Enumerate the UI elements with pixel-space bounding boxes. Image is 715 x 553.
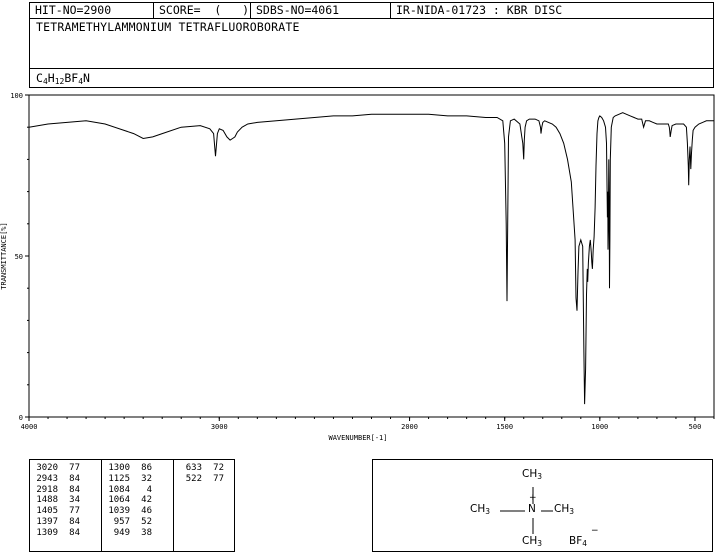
methyl-label: CH3: [522, 468, 543, 481]
peak-wavenumber: 633: [185, 463, 202, 473]
anion-charge: −: [591, 526, 599, 536]
peak-column: 1300 86 1125 32 1084 4 1064 42 1039 46 957 52 949 38: [104, 463, 152, 539]
peak-column: 3020 77 2943 84 2918 84 1488 34 1405 77 1397 84 1309…: [32, 463, 80, 539]
peak-wavenumber: 949: [113, 527, 130, 538]
peak-transmittance: 84: [69, 516, 80, 527]
peak-transmittance: 84: [69, 473, 80, 484]
peak-wavenumber: 957: [113, 516, 130, 527]
peak-wavenumber: 1488: [36, 495, 58, 506]
peak-wavenumber: 1064: [108, 495, 130, 506]
peak-col-divider: [173, 460, 174, 551]
x-axis-label: WAVENUMBER[-1]: [328, 434, 387, 442]
peak-transmittance: 77: [69, 506, 80, 517]
y-axis-label: TRANSMITTANCE[%]: [0, 222, 8, 289]
peak-transmittance: 77: [69, 463, 80, 473]
peak-wavenumber: 1039: [108, 506, 130, 517]
nitrogen-charge: +: [529, 493, 537, 503]
formula-part: 4: [42, 77, 48, 86]
anion: BF4: [569, 535, 587, 548]
peak-row: 522 77: [176, 474, 224, 485]
x-tick-label: 1500: [496, 423, 513, 431]
peak-wavenumber: 2943: [36, 473, 58, 484]
peak-transmittance: 32: [141, 473, 152, 484]
peak-wavenumber: 1405: [36, 506, 58, 517]
formula-part: N: [83, 71, 90, 85]
peak-row: 949 38: [104, 528, 152, 539]
peak-wavenumber: 1397: [36, 516, 58, 527]
peak-row: 1064 42: [104, 495, 152, 506]
peak-row: 957 52: [104, 517, 152, 528]
peak-transmittance: 72: [213, 463, 224, 473]
methyl-bottom: CH3: [522, 535, 542, 548]
peak-transmittance: 42: [141, 495, 152, 506]
peak-transmittance: 84: [69, 527, 80, 538]
hit-number: HIT-NO=2900: [30, 3, 154, 18]
peak-transmittance: 34: [69, 495, 80, 506]
formula-part: C: [36, 71, 43, 85]
compound-name: TETRAMETHYLAMMONIUM TETRAFLUOROBORATE: [36, 20, 300, 34]
methyl-label: CH3: [470, 503, 491, 516]
peak-row: 1405 77: [32, 506, 80, 517]
peak-row: 1084 4: [104, 485, 152, 496]
x-tick-label: 1000: [591, 423, 608, 431]
ir-info: IR-NIDA-01723 : KBR DISC: [396, 3, 563, 17]
x-tick-label: 2000: [401, 423, 418, 431]
methyl-label: CH3: [522, 535, 543, 548]
peak-transmittance: 86: [141, 463, 152, 473]
peak-table: 3020 77 2943 84 2918 84 1488 34 1405 77 1397 84 1309…: [29, 459, 235, 552]
peak-column: 633 72 522 77: [176, 463, 224, 485]
sdbs-number: SDBS-NO=4061: [251, 3, 391, 18]
peak-wavenumber: 3020: [36, 463, 58, 473]
y-tick-label: 100: [10, 92, 23, 100]
score: SCORE= ( ): [154, 3, 251, 18]
compound-box: TETRAMETHYLAMMONIUM TETRAFLUOROBORATE C4…: [29, 18, 714, 88]
y-tick-label: 50: [15, 253, 23, 261]
formula-part: 12: [54, 77, 65, 86]
formula-part: 4: [78, 77, 84, 86]
peak-wavenumber: 2918: [36, 484, 58, 495]
header-row: HIT-NO=2900 SCORE= ( ) SDBS-NO=4061 IR-N…: [29, 2, 714, 19]
peak-row: 633 72: [176, 463, 224, 474]
x-tick-label: 4000: [21, 423, 38, 431]
peak-wavenumber: 1309: [36, 527, 58, 538]
peak-row: 1125 32: [104, 474, 152, 485]
methyl-top: CH3: [522, 468, 542, 481]
structure-box: CH3 CH3 N + CH3 CH3 BF4 −: [372, 459, 713, 552]
peak-row: 1039 46: [104, 506, 152, 517]
peak-transmittance: 4: [146, 484, 152, 495]
peak-transmittance: 84: [69, 484, 80, 495]
formula-part: BF: [64, 71, 79, 85]
peak-row: 1397 84: [32, 517, 80, 528]
peak-row: 2918 84: [32, 485, 80, 496]
anion-label: BF4: [569, 535, 588, 548]
formula-part: H: [47, 71, 55, 85]
peak-row: 3020 77: [32, 463, 80, 474]
peak-wavenumber: 1084: [108, 484, 130, 495]
spectrum-line: [28, 112, 714, 405]
nitrogen-label: N: [528, 503, 536, 515]
x-tick-label: 3000: [211, 423, 228, 431]
peak-row: 1300 86: [104, 463, 152, 474]
peak-transmittance: 46: [141, 506, 152, 517]
peak-row: 1488 34: [32, 495, 80, 506]
peak-row: 2943 84: [32, 474, 80, 485]
x-tick-label: 500: [689, 423, 702, 431]
peak-transmittance: 52: [141, 516, 152, 527]
ir-spectrum-chart: 0 50 100 4000 3000 2000 1500 1000 500 WAVENUMBE…: [0, 92, 715, 442]
methyl-left: CH3: [470, 503, 490, 516]
peak-row: 1309 84: [32, 528, 80, 539]
formula-divider: [30, 68, 713, 69]
peak-transmittance: 38: [141, 527, 152, 538]
peak-transmittance: 77: [213, 473, 224, 484]
peak-wavenumber: 1300: [108, 463, 130, 473]
methyl-label: CH3: [554, 503, 575, 516]
molecular-formula: C4H12BF4N: [36, 71, 90, 86]
peak-wavenumber: 522: [185, 473, 202, 484]
peak-wavenumber: 1125: [108, 473, 130, 484]
methyl-right: CH3: [554, 503, 574, 516]
peak-col-divider: [101, 460, 102, 551]
structure-bonds: [500, 487, 553, 534]
y-tick-label: 0: [19, 414, 23, 422]
nitrogen-atom: N: [528, 503, 536, 515]
